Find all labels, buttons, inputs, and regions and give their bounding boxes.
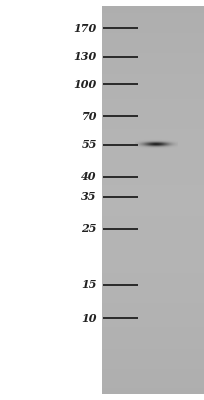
- Text: 70: 70: [81, 110, 97, 122]
- Text: 55: 55: [81, 139, 97, 150]
- Text: 15: 15: [81, 279, 97, 290]
- Text: 10: 10: [81, 312, 97, 324]
- Text: 40: 40: [81, 171, 97, 182]
- Text: 100: 100: [74, 78, 97, 90]
- FancyBboxPatch shape: [0, 0, 102, 400]
- Text: 25: 25: [81, 223, 97, 234]
- Text: 130: 130: [74, 51, 97, 62]
- Text: 35: 35: [81, 191, 97, 202]
- Text: 170: 170: [74, 22, 97, 34]
